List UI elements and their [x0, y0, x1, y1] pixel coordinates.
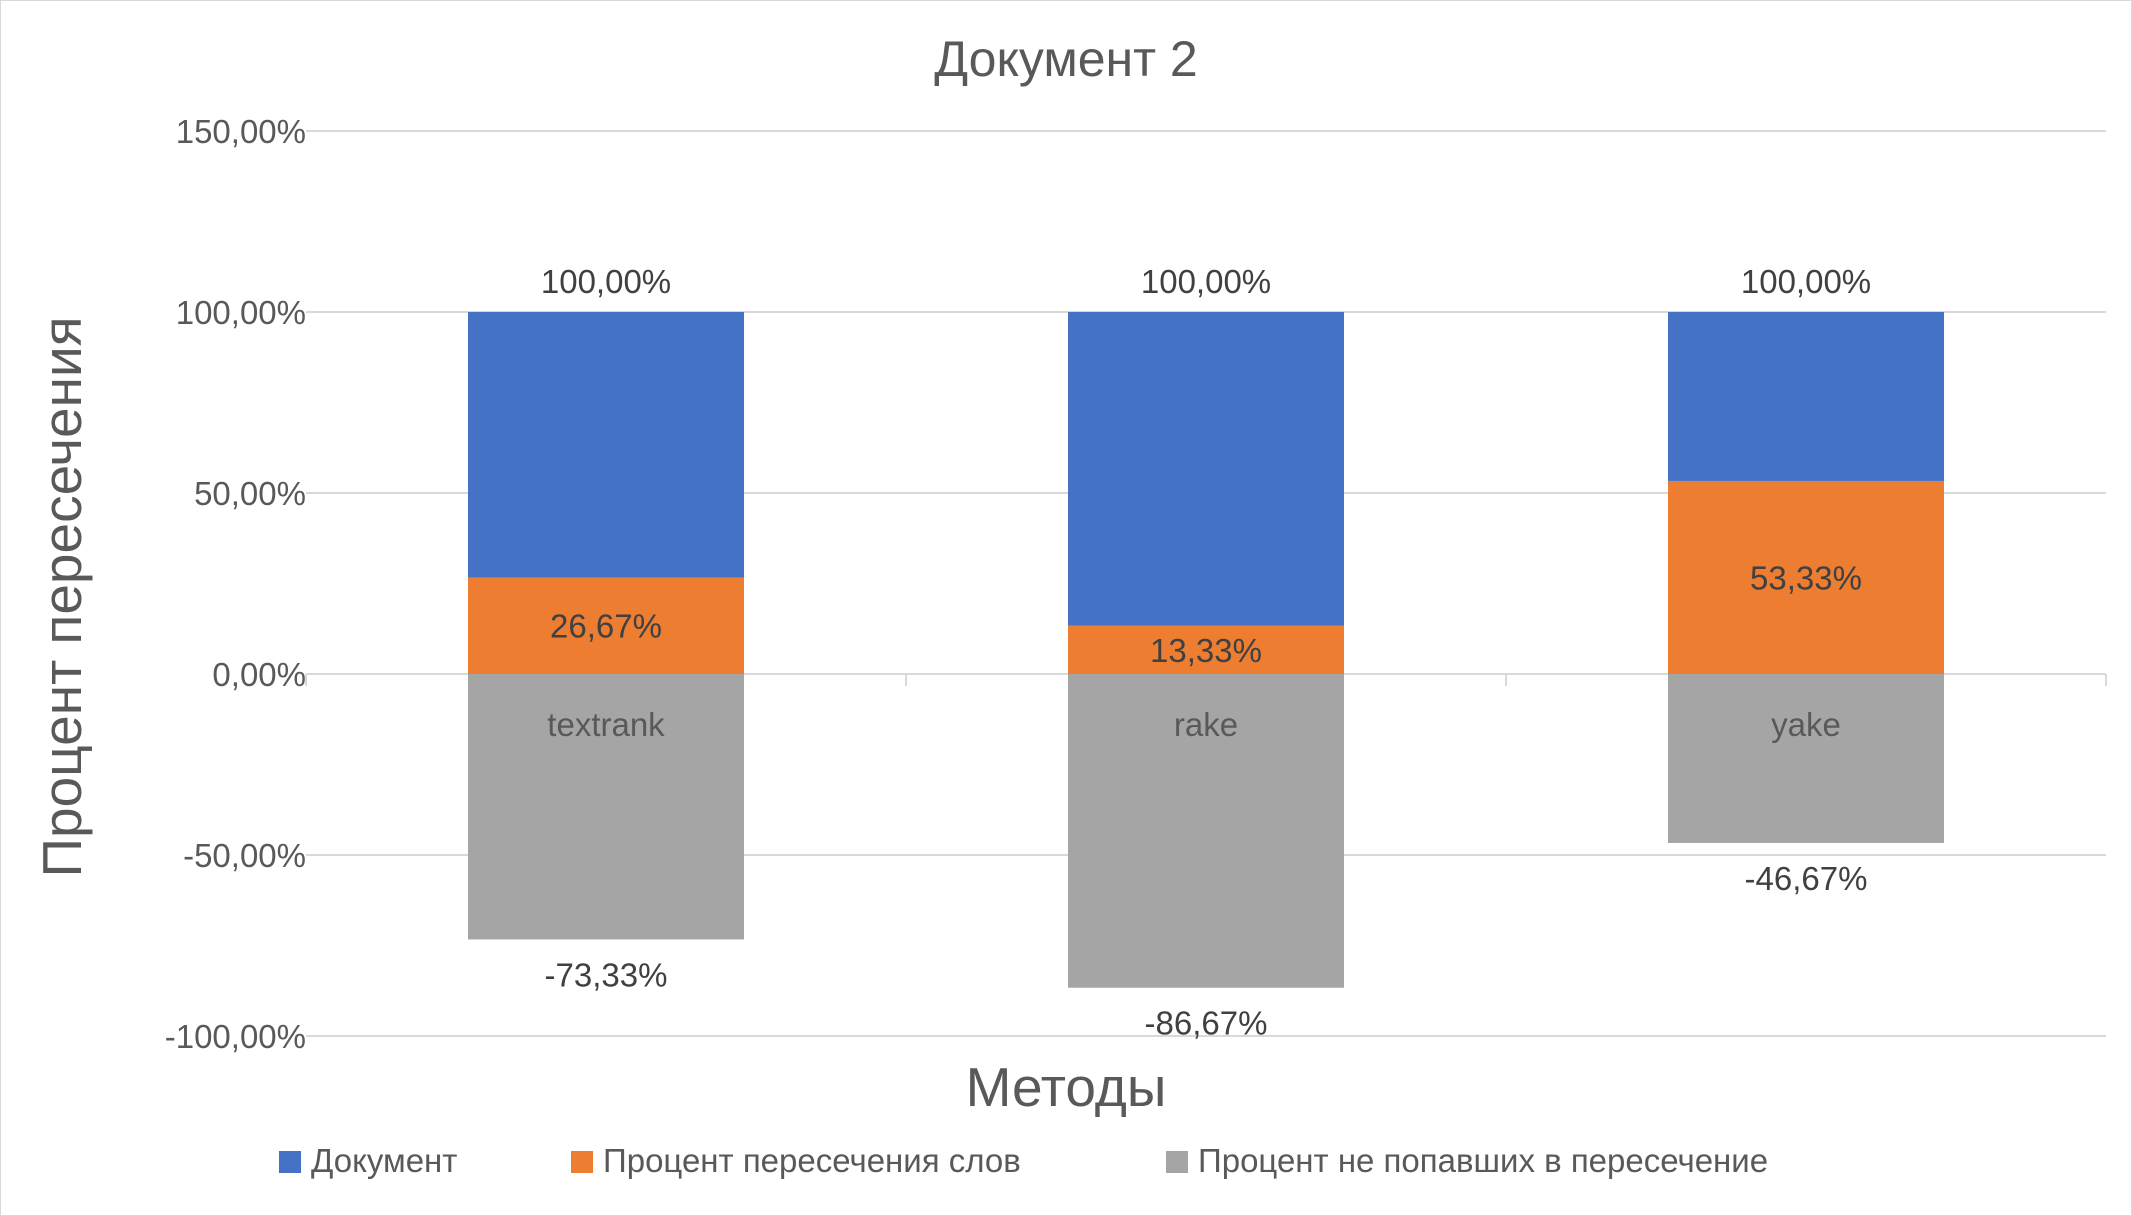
y-tick-label: 100,00%	[176, 294, 306, 331]
y-tick-label: 50,00%	[194, 475, 306, 512]
bar-rake-document	[1068, 312, 1344, 626]
data-label-intersection: 53,33%	[1750, 559, 1862, 596]
legend: Документ Процент пересечения слов Процент …	[279, 1142, 1768, 1179]
legend-entry: Процент пересечения слов	[603, 1142, 1021, 1179]
bar-yake-intersection	[1668, 480, 1944, 674]
data-label-intersection: 26,67%	[550, 608, 662, 645]
y-tick-label: 0,00%	[212, 656, 306, 693]
chart-title: Документ 2	[934, 31, 1198, 87]
category-label: rake	[1174, 706, 1238, 743]
bars	[468, 312, 1944, 988]
legend-entry: Документ	[311, 1142, 457, 1179]
category-labels: textrank rake yake	[547, 706, 1841, 743]
data-label-not-intersected: -46,67%	[1745, 860, 1868, 897]
legend-swatch	[571, 1151, 593, 1173]
bar-textrank-intersection	[468, 577, 744, 674]
bar-rake-intersection	[1068, 625, 1344, 674]
x-axis-title: Методы	[966, 1056, 1167, 1118]
bar-yake-not-intersected	[1668, 674, 1944, 843]
y-axis-title: Процент пересечения	[31, 317, 93, 878]
y-tick-label: -50,00%	[183, 837, 306, 874]
data-label-document: 100,00%	[1141, 263, 1271, 300]
legend-swatch	[1166, 1151, 1188, 1173]
data-label-not-intersected: -73,33%	[545, 956, 668, 993]
data-label-document: 100,00%	[541, 263, 671, 300]
legend-entry: Процент не попавших в пересечение	[1198, 1142, 1768, 1179]
data-label-document: 100,00%	[1741, 263, 1871, 300]
y-tick-label: 150,00%	[176, 113, 306, 150]
bar-rake-not-intersected	[1068, 674, 1344, 988]
category-label: yake	[1771, 706, 1841, 743]
bar-textrank-not-intersected	[468, 674, 744, 940]
data-label-not-intersected: -86,67%	[1145, 1005, 1268, 1042]
bar-yake-document	[1668, 312, 1944, 481]
data-label-intersection: 13,33%	[1150, 632, 1262, 669]
category-label: textrank	[547, 706, 665, 743]
data-labels: 100,00% 26,67% -73,33% 100,00% 13,33% -86,67%…	[541, 263, 1871, 1042]
y-tick-label: -100,00%	[165, 1018, 306, 1055]
y-axis-ticks: 150,00% 100,00% 50,00% 0,00% -50,00% -100,00%	[165, 113, 306, 1055]
bar-textrank-document	[468, 312, 744, 578]
legend-swatch	[279, 1151, 301, 1173]
